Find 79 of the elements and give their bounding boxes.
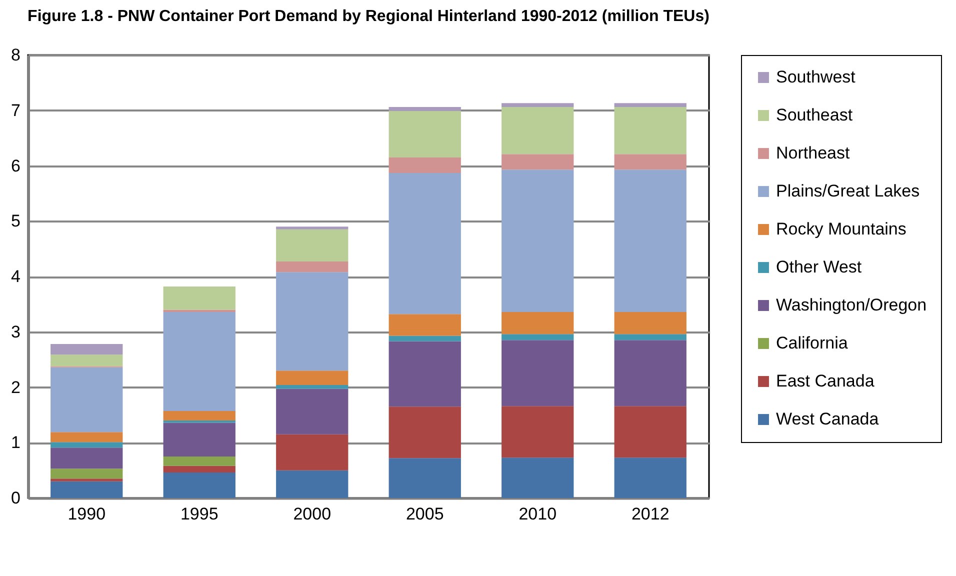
legend-label: West Canada [776, 410, 880, 428]
bar [50, 344, 123, 355]
bar [614, 340, 686, 406]
legend-label: Rocky Mountains [776, 220, 906, 238]
bar [502, 406, 574, 458]
legend-label: Northeast [776, 144, 850, 162]
bar [276, 229, 348, 262]
bar [502, 312, 574, 334]
bar [502, 340, 574, 406]
bar [502, 334, 574, 340]
y-tick-label: 2 [11, 378, 20, 397]
bar [163, 411, 236, 420]
bar [163, 420, 236, 423]
bar [614, 107, 686, 154]
y-tick-label: 6 [11, 156, 20, 176]
bar [163, 312, 236, 412]
bar [614, 170, 686, 312]
bar [276, 262, 348, 272]
bar [163, 286, 236, 310]
bar [50, 468, 123, 479]
x-tick-label: 2012 [631, 504, 670, 524]
bar [502, 103, 574, 108]
x-tick-label: 2000 [293, 504, 332, 524]
legend-label: Washington/Oregon [776, 296, 927, 314]
y-tick-label: 7 [11, 100, 20, 120]
bar [50, 448, 123, 469]
y-tick-label: 8 [11, 46, 20, 64]
bar [276, 434, 348, 470]
bar [50, 481, 123, 498]
bar [614, 103, 686, 108]
x-tick-label: 1990 [68, 504, 106, 524]
bar [388, 341, 461, 407]
bar [388, 314, 461, 336]
bar [388, 336, 461, 342]
bar [276, 470, 348, 498]
bar [614, 154, 686, 170]
bar [502, 170, 574, 312]
bar [163, 466, 236, 473]
bar [388, 157, 461, 173]
bar [502, 154, 574, 170]
bar [276, 385, 348, 389]
legend-label: Southeast [776, 106, 853, 124]
legend-label: Southwest [776, 68, 856, 86]
bar [614, 406, 686, 458]
bar [50, 478, 123, 482]
bar [163, 422, 236, 456]
legend-label: California [776, 334, 848, 352]
legend-label: Other West [776, 258, 862, 276]
bar [614, 334, 686, 340]
legend-label: Plains/Great Lakes [776, 182, 920, 200]
y-tick-label: 3 [11, 322, 20, 342]
bar [502, 107, 574, 154]
bar [614, 312, 686, 334]
x-tick-label: 2010 [518, 504, 557, 524]
bar [276, 370, 348, 386]
bar [50, 367, 123, 432]
bar [276, 272, 348, 371]
chart-title: Figure 1.8 - PNW Container Port Demand by Regional Hinterland 1990-2012 (million TEUs) [28, 8, 710, 25]
bar [388, 458, 461, 498]
bar [614, 458, 686, 498]
bar [276, 388, 348, 434]
bar [50, 442, 123, 448]
bar [163, 456, 236, 466]
bar [388, 110, 461, 158]
y-tick-label: 0 [11, 488, 20, 508]
x-tick-label: 2005 [406, 504, 444, 524]
bar [388, 107, 461, 111]
x-tick-label: 1995 [180, 504, 218, 524]
y-tick-label: 1 [11, 433, 20, 452]
bar [163, 472, 236, 498]
bar [50, 354, 123, 366]
bar [388, 172, 461, 314]
bar [388, 406, 461, 458]
y-tick-label: 4 [11, 267, 20, 286]
bar [276, 226, 348, 230]
legend-label: East Canada [776, 372, 875, 390]
bar [50, 432, 123, 442]
bar [502, 458, 574, 498]
y-tick-label: 5 [11, 212, 20, 231]
